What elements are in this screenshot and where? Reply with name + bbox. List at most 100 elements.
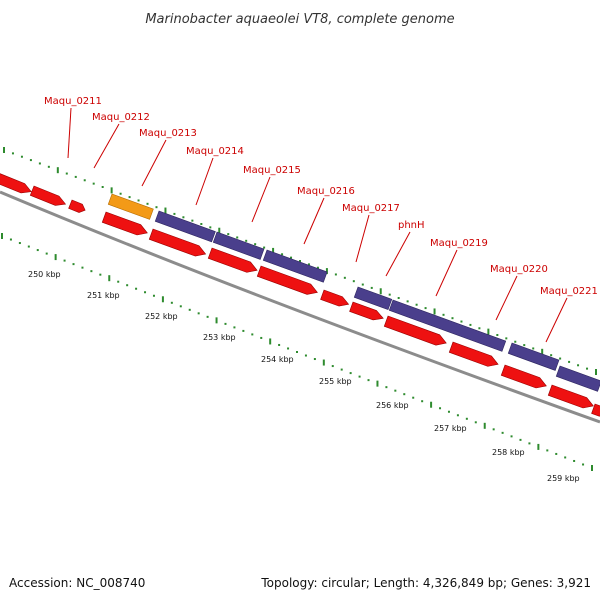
scale-dot bbox=[20, 155, 23, 158]
scale-dot bbox=[564, 456, 567, 459]
cds-arrow bbox=[448, 341, 499, 367]
scale-dot bbox=[385, 386, 388, 389]
scale-dot bbox=[236, 236, 239, 239]
gene-block-orange bbox=[107, 193, 154, 220]
scale-dot bbox=[367, 379, 370, 382]
scale-dot bbox=[281, 253, 284, 256]
scale-dot bbox=[47, 165, 50, 168]
scale-dot bbox=[397, 297, 400, 299]
scale-dot bbox=[182, 216, 185, 219]
scale-dot bbox=[137, 199, 140, 202]
kbp-label: 259 kbp bbox=[547, 474, 580, 483]
scale-dot bbox=[478, 327, 481, 330]
scale-dot bbox=[358, 375, 361, 378]
scale-dot bbox=[99, 273, 102, 276]
gene-label: Maqu_0216 bbox=[297, 186, 355, 197]
scale-dot bbox=[170, 301, 173, 304]
scale-tick bbox=[1, 233, 3, 239]
kbp-label: 258 kbp bbox=[492, 448, 525, 457]
kbp-label: 255 kbp bbox=[319, 377, 352, 386]
scale-tick bbox=[537, 443, 540, 450]
leader-line bbox=[545, 297, 568, 343]
map-title: Marinobacter aquaeolei VT8, complete gen… bbox=[145, 12, 454, 27]
scale-dot bbox=[72, 263, 75, 266]
scale-tick bbox=[483, 422, 486, 429]
cds-arrow bbox=[547, 384, 594, 409]
scale-dot bbox=[144, 291, 147, 294]
scale-dot bbox=[474, 421, 477, 424]
gene-label: Maqu_0219 bbox=[430, 238, 488, 249]
gene-label: Maqu_0212 bbox=[92, 112, 150, 123]
leader-line bbox=[435, 249, 458, 297]
scale-dot bbox=[29, 159, 32, 162]
leader-line bbox=[141, 139, 167, 187]
cds-arrow bbox=[207, 247, 258, 273]
scale-tick bbox=[487, 328, 490, 335]
scale-dot bbox=[573, 459, 576, 462]
scale-tick bbox=[110, 187, 113, 194]
gene-label: Maqu_0213 bbox=[139, 128, 197, 139]
scale-dot bbox=[469, 323, 472, 326]
scale-dot bbox=[340, 368, 343, 371]
scale-tick bbox=[215, 317, 218, 324]
cds-arrow bbox=[101, 211, 148, 236]
scale-dot bbox=[74, 175, 77, 178]
scale-dot bbox=[532, 347, 535, 350]
kbp-label: 252 kbp bbox=[145, 312, 178, 321]
scale-dot bbox=[254, 243, 257, 246]
scale-dot bbox=[403, 393, 406, 396]
scale-dot bbox=[117, 280, 120, 283]
genome-backbone bbox=[0, 190, 600, 424]
scale-dot bbox=[90, 270, 93, 273]
scale-dot bbox=[92, 182, 95, 185]
gene-label: Maqu_0220 bbox=[490, 264, 548, 275]
cds-arrow bbox=[591, 403, 600, 417]
scale-tick bbox=[433, 308, 436, 315]
scale-tick bbox=[3, 147, 5, 153]
scale-dot bbox=[299, 260, 301, 262]
scale-dot bbox=[352, 280, 355, 283]
scale-dot bbox=[349, 372, 352, 375]
scale-tick bbox=[164, 207, 167, 214]
scale-dot bbox=[307, 263, 310, 266]
scale-dot bbox=[179, 305, 182, 308]
scale-dot bbox=[63, 259, 66, 262]
scale-dot bbox=[412, 396, 415, 399]
scale-dot bbox=[505, 337, 508, 340]
scale-dot bbox=[442, 313, 445, 316]
scale-dot bbox=[245, 239, 248, 242]
scale-dot bbox=[45, 252, 48, 255]
scale-dot bbox=[155, 206, 158, 209]
scale-dot bbox=[447, 410, 450, 413]
cds-arrow bbox=[29, 185, 67, 206]
kbp-label: 250 kbp bbox=[28, 270, 61, 279]
scale-dot bbox=[304, 354, 307, 357]
gene-block-blue bbox=[212, 231, 265, 260]
scale-dot bbox=[519, 438, 522, 441]
scale-dot bbox=[224, 322, 227, 325]
scale-dot bbox=[242, 329, 245, 332]
genome-summary-text: Topology: circular; Length: 4,326,849 bp… bbox=[261, 576, 591, 590]
scale-tick bbox=[379, 288, 382, 295]
scale-dot bbox=[206, 315, 209, 318]
scale-dot bbox=[209, 226, 212, 229]
scale-dot bbox=[146, 202, 149, 205]
scale-tick bbox=[108, 275, 111, 282]
scale-dot bbox=[11, 152, 14, 155]
scale-dot bbox=[260, 336, 263, 339]
scale-tick bbox=[325, 268, 328, 275]
scale-dot bbox=[361, 283, 364, 286]
scale-dot bbox=[197, 312, 200, 315]
scale-dot bbox=[415, 303, 418, 306]
scale-dot bbox=[200, 223, 203, 225]
scale-dot bbox=[38, 162, 41, 165]
scale-dot bbox=[424, 307, 427, 310]
scale-dot bbox=[388, 293, 391, 296]
scale-dot bbox=[36, 249, 39, 252]
scale-dot bbox=[559, 357, 562, 360]
accession-text: Accession: NC_008740 bbox=[9, 576, 146, 590]
leader-line bbox=[303, 197, 325, 245]
gene-label: Maqu_0211 bbox=[44, 96, 102, 107]
cds-arrow bbox=[320, 289, 350, 307]
